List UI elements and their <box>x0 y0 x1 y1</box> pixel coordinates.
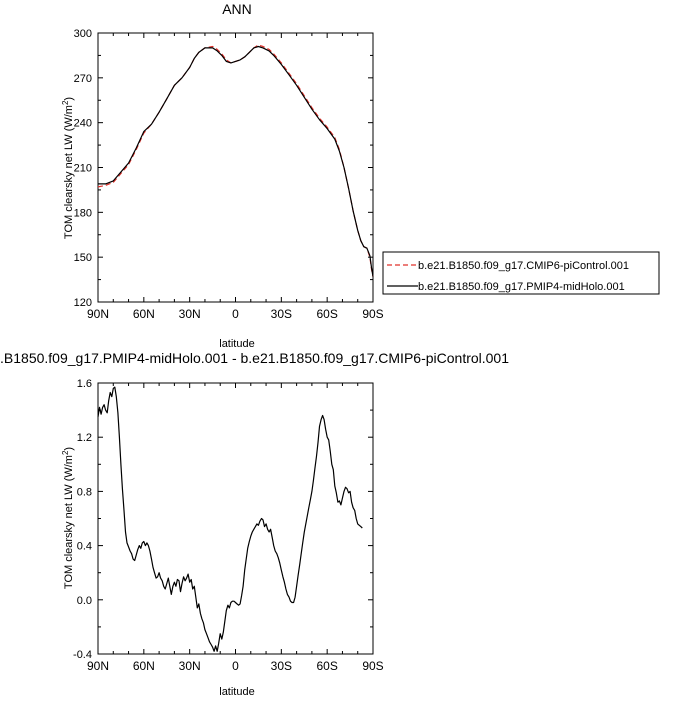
bottom-x-tick-label: 90S <box>362 659 383 673</box>
top-x-tick-label: 60S <box>316 307 337 321</box>
top-x-tick-label: 90S <box>362 307 383 321</box>
bottom-y-tick-label: 1.6 <box>77 378 92 390</box>
top-y-tick-label: 300 <box>74 28 92 40</box>
top-series-line-1 <box>98 45 374 277</box>
bottom-y-axis-label: TOM clearsky net LW (W/m2) <box>61 447 75 589</box>
top-y-tick-label: 270 <box>74 73 92 85</box>
top-y-tick-label: 210 <box>74 163 92 175</box>
legend-label-midholo: b.e21.B1850.f09_g17.PMIP4-midHolo.001 <box>418 281 625 293</box>
top-y-tick-label: 240 <box>74 118 92 130</box>
top-y-axis-label-main: TOM clearsky net LW (W/m <box>63 105 75 239</box>
top-axis-ticks: 90N 60N 30N 0 30S 60S 90S 120 150 180 210 240 270 300 <box>74 28 384 321</box>
bottom-y-tick-label: 0.4 <box>77 541 92 553</box>
top-x-axis-label: latitude <box>219 338 254 350</box>
legend-label-picontrol: b.e21.B1850.f09_g17.CMIP6-piControl.001 <box>418 260 629 272</box>
bottom-y-axis-label-main: TOM clearsky net LW (W/m <box>63 455 75 589</box>
top-x-tick-label: 0 <box>232 307 239 321</box>
top-y-axis-label-close: ) <box>63 97 75 101</box>
top-y-tick-label: 180 <box>74 207 92 219</box>
top-y-tick-label: 120 <box>74 297 92 309</box>
top-x-tick-label: 30S <box>271 307 292 321</box>
legend-box <box>382 251 660 295</box>
bottom-axis-ticks: 90N 60N 30N 0 30S 60S 90S -0.4 0.0 0.4 0.8 1.2 1.6 <box>73 378 384 673</box>
bottom-panel-chart: b.e21.B1850.f09_g17.PMIP4-midHolo.001 - … <box>0 350 509 698</box>
bottom-plot-frame <box>97 382 374 655</box>
top-series-lines <box>97 44 374 277</box>
legend: b.e21.B1850.f09_g17.CMIP6-piControl.001 … <box>382 251 660 295</box>
bottom-y-axis-label-superscript: 2 <box>61 450 70 455</box>
top-y-axis-label-superscript: 2 <box>61 100 70 105</box>
bottom-x-tick-label: 0 <box>232 659 239 673</box>
bottom-x-tick-label: 30N <box>179 659 201 673</box>
top-x-tick-label: 60N <box>133 307 155 321</box>
bottom-series-lines <box>97 386 363 652</box>
top-chart-title: ANN <box>222 1 252 17</box>
bottom-y-axis-label-close: ) <box>63 447 75 451</box>
bottom-y-tick-label: 0.8 <box>77 486 92 498</box>
top-y-axis-label: TOM clearsky net LW (W/m2) <box>61 97 75 239</box>
bottom-y-tick-label: -0.4 <box>73 649 92 661</box>
top-panel-chart: ANN latitude TOM clearsky net LW (W/m2) … <box>61 1 384 350</box>
bottom-x-axis-label: latitude <box>219 686 254 698</box>
bottom-y-tick-label: 0.0 <box>77 595 92 607</box>
bottom-series-line-0 <box>97 386 363 652</box>
top-x-tick-label: 30N <box>179 307 201 321</box>
top-x-tick-label: 90N <box>87 307 109 321</box>
top-series-line-0 <box>97 44 374 277</box>
top-y-tick-label: 150 <box>74 252 92 264</box>
bottom-chart-title: b.e21.B1850.f09_g17.PMIP4-midHolo.001 - … <box>0 350 509 366</box>
bottom-x-tick-label: 60N <box>133 659 155 673</box>
bottom-x-tick-label: 30S <box>271 659 292 673</box>
bottom-x-tick-label: 60S <box>316 659 337 673</box>
top-plot-frame <box>97 32 374 303</box>
bottom-y-tick-label: 1.2 <box>77 432 92 444</box>
bottom-x-tick-label: 90N <box>87 659 109 673</box>
